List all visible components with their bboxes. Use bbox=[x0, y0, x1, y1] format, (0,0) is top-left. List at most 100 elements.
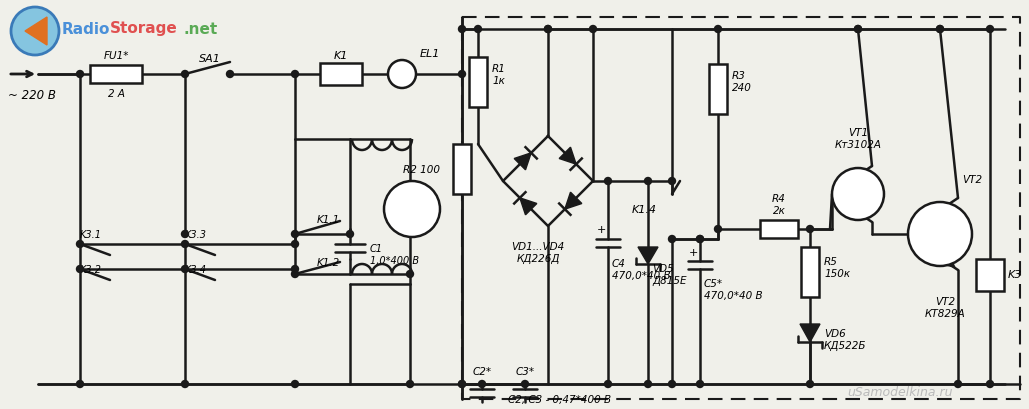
Circle shape bbox=[406, 380, 414, 388]
Text: ~ 220 B: ~ 220 B bbox=[8, 89, 56, 102]
Circle shape bbox=[76, 241, 83, 248]
Circle shape bbox=[644, 178, 651, 185]
Text: VD1...VD4
КД226Д: VD1...VD4 КД226Д bbox=[511, 241, 565, 263]
Text: uSamodelkina.ru: uSamodelkina.ru bbox=[847, 386, 953, 398]
Circle shape bbox=[604, 380, 611, 388]
Circle shape bbox=[522, 380, 529, 388]
Text: K1.4: K1.4 bbox=[632, 204, 657, 214]
Text: C5*
470,0*40 B: C5* 470,0*40 B bbox=[704, 279, 762, 300]
Text: C2, C3 - 0,47*400 B: C2, C3 - 0,47*400 B bbox=[508, 394, 611, 404]
Bar bbox=[760, 220, 799, 238]
Text: C2*: C2* bbox=[472, 366, 492, 376]
Circle shape bbox=[590, 27, 597, 34]
Text: .net: .net bbox=[183, 21, 217, 36]
Circle shape bbox=[669, 178, 675, 185]
Text: K3.1: K3.1 bbox=[80, 229, 102, 239]
Circle shape bbox=[854, 27, 861, 34]
Circle shape bbox=[76, 266, 83, 273]
Circle shape bbox=[291, 271, 298, 278]
Circle shape bbox=[544, 27, 552, 34]
Circle shape bbox=[714, 226, 721, 233]
Text: Radio: Radio bbox=[62, 21, 110, 36]
Circle shape bbox=[544, 27, 552, 34]
Circle shape bbox=[478, 380, 486, 388]
Circle shape bbox=[697, 380, 704, 388]
Text: K1: K1 bbox=[333, 51, 348, 61]
Polygon shape bbox=[514, 153, 531, 171]
Text: R1
1к: R1 1к bbox=[492, 64, 506, 85]
Text: +: + bbox=[688, 247, 698, 257]
Text: VD6
КД522Б: VD6 КД522Б bbox=[824, 328, 866, 350]
Circle shape bbox=[854, 27, 861, 34]
Circle shape bbox=[459, 27, 465, 34]
Bar bbox=[975, 259, 1004, 291]
Circle shape bbox=[669, 236, 675, 243]
Circle shape bbox=[76, 71, 83, 78]
Polygon shape bbox=[638, 247, 658, 264]
Circle shape bbox=[291, 231, 298, 238]
Text: K1.1: K1.1 bbox=[316, 214, 340, 225]
Circle shape bbox=[807, 226, 814, 233]
Text: C4
470,0*40 B: C4 470,0*40 B bbox=[612, 258, 671, 280]
Text: SA1: SA1 bbox=[199, 54, 221, 64]
Circle shape bbox=[406, 271, 414, 278]
Circle shape bbox=[291, 380, 298, 388]
Circle shape bbox=[987, 27, 994, 34]
Text: R2 100: R2 100 bbox=[403, 164, 440, 175]
Text: FU1*: FU1* bbox=[103, 51, 129, 61]
Text: 2 A: 2 A bbox=[107, 89, 125, 99]
Circle shape bbox=[955, 380, 961, 388]
Circle shape bbox=[291, 71, 298, 78]
Circle shape bbox=[291, 266, 298, 273]
Circle shape bbox=[459, 380, 465, 388]
Circle shape bbox=[604, 178, 611, 185]
Circle shape bbox=[347, 231, 354, 238]
Circle shape bbox=[697, 236, 704, 243]
Bar bbox=[320, 64, 362, 86]
Circle shape bbox=[987, 380, 994, 388]
Polygon shape bbox=[565, 193, 581, 210]
Circle shape bbox=[936, 27, 944, 34]
Circle shape bbox=[181, 266, 188, 273]
Text: R5
150к: R5 150к bbox=[824, 256, 850, 278]
Text: C3*: C3* bbox=[516, 366, 534, 376]
Text: K3.3: K3.3 bbox=[185, 229, 207, 239]
Text: EL1: EL1 bbox=[420, 49, 440, 59]
Circle shape bbox=[181, 231, 188, 238]
Text: +: + bbox=[597, 225, 606, 234]
Circle shape bbox=[76, 380, 83, 388]
Bar bbox=[90, 66, 142, 84]
Polygon shape bbox=[25, 18, 47, 46]
Text: K3.4: K3.4 bbox=[185, 264, 207, 274]
Text: VD5
Д815Е: VD5 Д815Е bbox=[652, 263, 686, 285]
Text: Storage: Storage bbox=[110, 21, 178, 36]
Bar bbox=[801, 247, 819, 297]
Text: R3
240: R3 240 bbox=[732, 71, 752, 92]
Circle shape bbox=[181, 71, 188, 78]
Circle shape bbox=[936, 27, 944, 34]
Circle shape bbox=[807, 380, 814, 388]
Text: C1
1,0*400 B: C1 1,0*400 B bbox=[370, 244, 419, 265]
Text: R4
2к: R4 2к bbox=[772, 194, 786, 216]
Circle shape bbox=[832, 169, 884, 220]
Circle shape bbox=[714, 27, 721, 34]
Circle shape bbox=[11, 8, 59, 56]
Text: VT2
КТ829A: VT2 КТ829A bbox=[925, 296, 965, 318]
Circle shape bbox=[908, 202, 972, 266]
Bar bbox=[453, 145, 471, 195]
Circle shape bbox=[644, 380, 651, 388]
Circle shape bbox=[226, 71, 234, 78]
Circle shape bbox=[669, 380, 675, 388]
Polygon shape bbox=[800, 324, 820, 342]
Text: K1.2: K1.2 bbox=[316, 257, 340, 267]
Circle shape bbox=[474, 27, 482, 34]
Polygon shape bbox=[520, 198, 537, 215]
Circle shape bbox=[181, 241, 188, 248]
Bar bbox=[469, 58, 487, 108]
Circle shape bbox=[291, 241, 298, 248]
Text: VT2: VT2 bbox=[962, 175, 982, 184]
Bar bbox=[709, 65, 728, 115]
Circle shape bbox=[388, 61, 416, 89]
Circle shape bbox=[384, 182, 440, 237]
Text: K3.2: K3.2 bbox=[80, 264, 102, 274]
